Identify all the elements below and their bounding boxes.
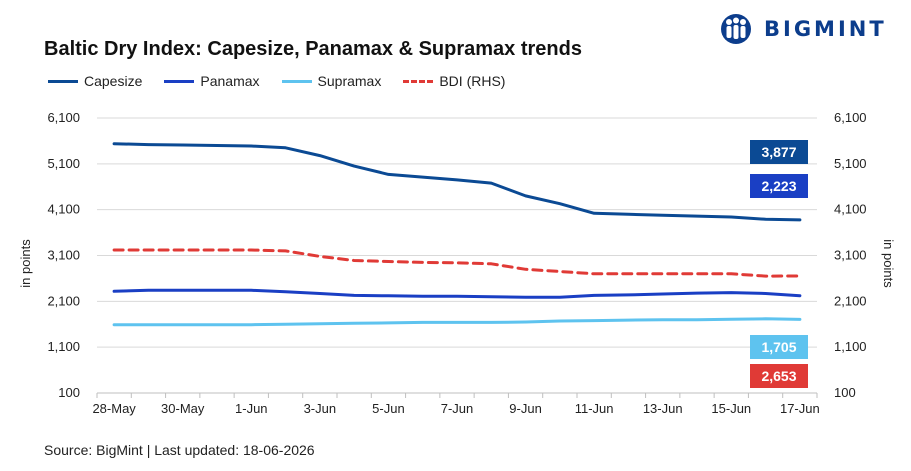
end-value-badge — [750, 174, 808, 198]
y-tick-label-right: 2,100 — [834, 293, 867, 308]
series-line-bdi-rhs — [112, 248, 802, 278]
legend-item-capesize: Capesize — [48, 73, 142, 89]
y-tick-label-left: 5,100 — [47, 156, 80, 171]
x-tick-label: 11-Jun — [575, 401, 614, 416]
y-tick-label-right: 6,100 — [834, 110, 867, 125]
x-tick-label: 30-May — [161, 401, 205, 416]
y-tick-label-right: 100 — [834, 385, 856, 400]
x-tick-label: 9-Jun — [509, 401, 542, 416]
y-tick-label-left: 1,100 — [47, 339, 80, 354]
end-value-label: 2,653 — [761, 368, 796, 384]
logo-people-icon — [721, 14, 751, 44]
legend-item-supramax: Supramax — [281, 73, 382, 89]
y-tick-label-right: 3,100 — [834, 248, 867, 263]
legend-swatch-bdi — [403, 79, 434, 83]
legend-label-supramax: Supramax — [317, 73, 382, 89]
x-tick-label: 1-Jun — [235, 401, 268, 416]
y-tick-label-left: 3,100 — [47, 248, 80, 263]
x-tick-label: 3-Jun — [304, 401, 337, 416]
series-line-panamax — [112, 288, 802, 299]
end-value-badge — [750, 140, 808, 164]
end-value-label: 1,705 — [761, 339, 796, 355]
legend-swatch-capesize — [48, 79, 78, 83]
y-tick-label-left: 2,100 — [47, 293, 80, 308]
end-value-label: 2,223 — [761, 178, 796, 194]
end-value-label: 3,877 — [761, 144, 796, 160]
y-tick-label-right: 5,100 — [834, 156, 867, 171]
series-line-supramax — [112, 317, 802, 327]
source-note: Source: BigMint | Last updated: 18-06-20… — [44, 442, 315, 458]
legend-item-panamax: Panamax — [164, 73, 260, 89]
chart-legend: Capesize Panamax Supramax BDI (RHS) — [48, 73, 527, 89]
y-tick-label-left: 100 — [58, 385, 80, 400]
x-tick-label: 15-Jun — [711, 401, 751, 416]
x-tick-label: 7-Jun — [441, 401, 474, 416]
y-tick-label-left: 4,100 — [47, 202, 80, 217]
legend-label-capesize: Capesize — [84, 73, 143, 89]
y-tick-label-right: 1,100 — [834, 339, 867, 354]
end-value-badge — [750, 364, 808, 388]
x-tick-label: 17-Jun — [780, 401, 820, 416]
y-axis-title-left: in points — [18, 239, 33, 288]
y-tick-label-left: 6,100 — [47, 110, 80, 125]
legend-item-bdi: BDI (RHS) — [403, 73, 505, 89]
x-tick-label: 28-May — [92, 401, 136, 416]
end-value-badge — [750, 335, 808, 359]
legend-swatch-panamax — [164, 79, 195, 83]
x-tick-label: 13-Jun — [643, 401, 683, 416]
x-tick-label: 5-Jun — [372, 401, 405, 416]
legend-swatch-supramax — [281, 79, 312, 83]
y-tick-label-right: 4,100 — [834, 202, 867, 217]
legend-label-panamax: Panamax — [200, 73, 260, 89]
y-axis-title-right: in points — [881, 239, 896, 288]
legend-label-bdi: BDI (RHS) — [439, 73, 506, 89]
chart-title: Baltic Dry Index: Capesize, Panamax & Su… — [44, 38, 582, 60]
brand-logo: BIGMINT — [718, 13, 887, 45]
series-line-capesize — [112, 142, 802, 222]
logo-text: BIGMINT — [764, 17, 887, 41]
